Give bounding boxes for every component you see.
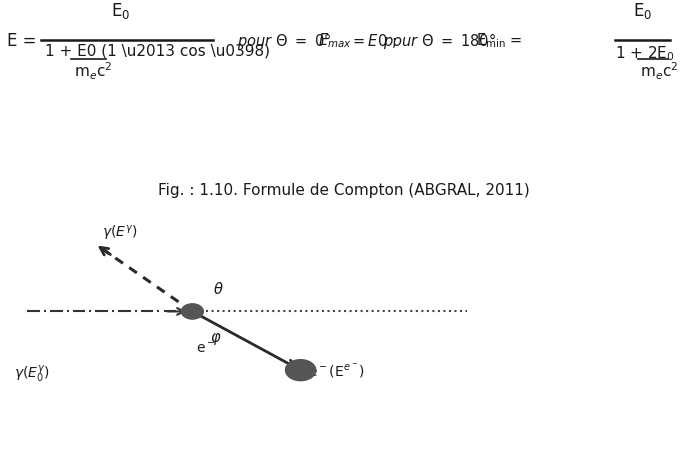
Text: E$_0$: E$_0$ (633, 1, 652, 21)
Text: $\gamma(E_0^\gamma)$: $\gamma(E_0^\gamma)$ (14, 363, 49, 384)
Text: $\mathrm{E_{min}}$ =: $\mathrm{E_{min}}$ = (476, 31, 523, 50)
Text: 1 + 2E$_0$: 1 + 2E$_0$ (615, 44, 675, 62)
Text: E$_0$: E$_0$ (111, 1, 130, 21)
Text: m$_e$c$^2$: m$_e$c$^2$ (640, 61, 679, 82)
Text: m$_e$c$^2$: m$_e$c$^2$ (74, 61, 113, 82)
Text: $E_{max}$: $E_{max}$ (318, 31, 352, 50)
Text: $\varphi$: $\varphi$ (210, 330, 221, 346)
Text: 1 + E0 (1 \u2013 cos \u0398): 1 + E0 (1 \u2013 cos \u0398) (45, 44, 270, 59)
Text: e$^-$: e$^-$ (196, 340, 216, 355)
Text: Fig. : 1.10. Formule de Compton (ABGRAL, 2011): Fig. : 1.10. Formule de Compton (ABGRAL,… (157, 183, 530, 198)
Text: $\mathit{pour\ \Theta\ =\ 0°}$: $\mathit{pour\ \Theta\ =\ 0°}$ (237, 30, 331, 50)
Text: E =: E = (7, 31, 36, 50)
Circle shape (286, 360, 316, 381)
Text: e$^-$(E$^{e^-}$): e$^-$(E$^{e^-}$) (308, 362, 365, 379)
Text: $\mathit{= E0\ ;}$: $\mathit{= E0\ ;}$ (350, 31, 397, 50)
Text: $\theta$: $\theta$ (213, 280, 224, 297)
Text: $\mathit{pour\ \Theta\ =\ 180°}$: $\mathit{pour\ \Theta\ =\ 180°}$ (383, 30, 496, 50)
Circle shape (181, 304, 203, 319)
Text: $\gamma(E^\gamma)$: $\gamma(E^\gamma)$ (102, 223, 137, 242)
